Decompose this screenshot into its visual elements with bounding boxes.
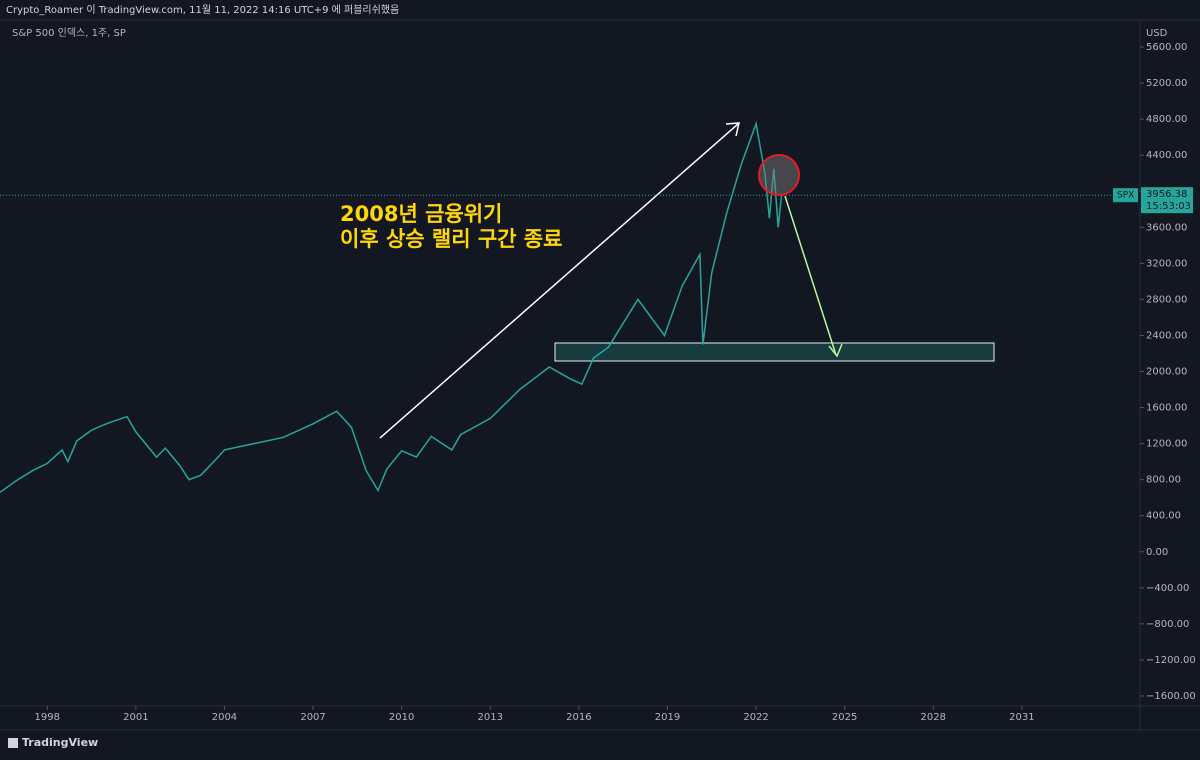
x-tick-label: 2013 <box>478 712 503 723</box>
header: Crypto_Roamer 이 TradingView.com, 11월 11,… <box>6 3 399 16</box>
x-tick-label: 2022 <box>743 712 768 723</box>
x-tick-label: 2025 <box>832 712 857 723</box>
annotation: 이후 상승 랠리 구간 종료 <box>340 227 562 251</box>
price-line <box>0 120 783 493</box>
y-tick-label: 5600.00 <box>1146 42 1187 53</box>
y-tick-label: 5200.00 <box>1146 78 1187 89</box>
countdown: 15:53:03 <box>1146 201 1191 212</box>
y-tick-label: −800.00 <box>1146 619 1189 630</box>
x-tick-label: 2019 <box>655 712 680 723</box>
y-tick-label: 3600.00 <box>1146 222 1187 233</box>
y-tick-label: 400.00 <box>1146 511 1181 522</box>
x-tick-label: 2007 <box>300 712 325 723</box>
y-tick-label: 2000.00 <box>1146 367 1187 378</box>
arrow <box>784 195 837 356</box>
y-tick-label: 2800.00 <box>1146 294 1187 305</box>
y-tick-label: 4400.00 <box>1146 150 1187 161</box>
x-tick-label: 2031 <box>1009 712 1034 723</box>
legend-title: S&P 500 인덱스, 1주, SP <box>12 27 126 39</box>
y-tick-label: 800.00 <box>1146 475 1181 486</box>
x-tick-label: 2004 <box>212 712 237 723</box>
highlight-circle <box>758 154 800 196</box>
arrow-head <box>828 343 843 358</box>
y-tick-label: −1600.00 <box>1146 691 1196 702</box>
x-tick-label: 2016 <box>566 712 591 723</box>
arrow <box>379 123 739 439</box>
price-badge <box>1141 187 1193 214</box>
y-tick-label: 4800.00 <box>1146 114 1187 125</box>
x-tick-label: 2028 <box>921 712 946 723</box>
symbol-label: SPX <box>1117 191 1134 201</box>
y-unit: USD <box>1146 28 1168 39</box>
y-tick-label: 2400.00 <box>1146 330 1187 341</box>
y-tick-label: 1600.00 <box>1146 403 1187 414</box>
y-tick-label: −400.00 <box>1146 583 1189 594</box>
data-layer <box>0 120 1140 493</box>
support-zone <box>554 342 995 362</box>
last-price-label: 3956.38 <box>1146 189 1187 200</box>
x-tick-label: 2001 <box>123 712 148 723</box>
x-tick-label: 1998 <box>35 712 60 723</box>
annotation: 2008년 금융위기 <box>340 202 502 226</box>
arrow-head <box>725 122 740 137</box>
y-tick-label: 0.00 <box>1146 547 1168 558</box>
symbol-badge <box>1113 188 1138 203</box>
footer-logo: TradingView <box>22 736 98 749</box>
y-tick-label: −1200.00 <box>1146 655 1196 666</box>
y-tick-label: 1200.00 <box>1146 439 1187 450</box>
logo-icon <box>8 738 18 748</box>
x-tick-label: 2010 <box>389 712 414 723</box>
y-tick-label: 3200.00 <box>1146 258 1187 269</box>
